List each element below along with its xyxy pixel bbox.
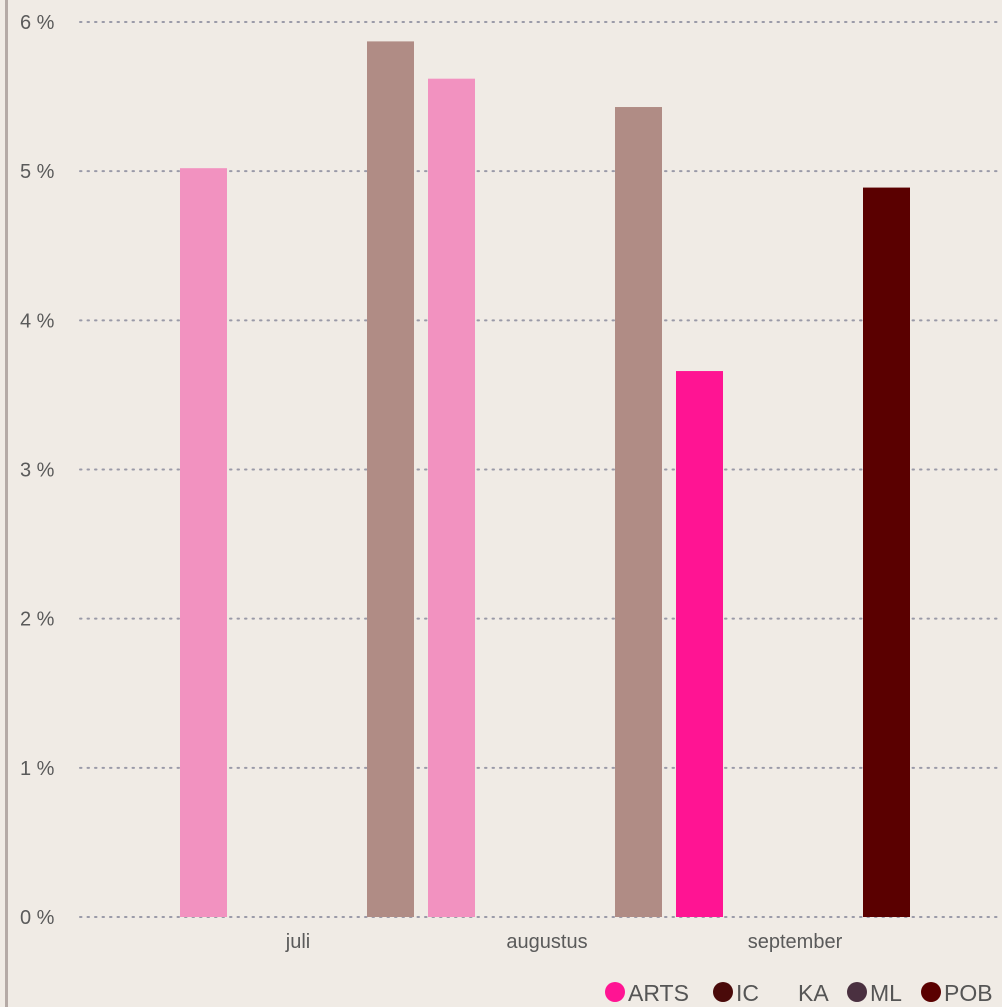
bar-ka-juli[interactable] [367,41,414,918]
bar-pob-september[interactable] [863,187,910,917]
y-tick-label: 2 % [20,609,55,631]
y-tick-label: 3 % [20,460,55,482]
y-tick-label: 1 % [20,758,55,780]
x-axis-categories: juli augustus september [285,931,843,953]
legend-label: KA [798,980,829,1006]
x-category-label: augustus [506,931,587,953]
y-tick-label: 5 % [20,161,55,183]
legend-item-pob[interactable]: POB [921,980,993,1006]
legend-item-arts[interactable]: ARTS [605,980,689,1006]
y-tick-label: 0 % [20,907,55,929]
bar-ka-augustus[interactable] [615,107,662,917]
legend-label: POB [944,980,993,1006]
legend[interactable]: ARTS IC KA ML POB [605,980,993,1006]
bar-arts-augustus[interactable] [428,78,475,917]
legend-label: ML [870,980,902,1006]
x-category-label: juli [285,931,310,953]
bar-arts-juli[interactable] [180,168,227,917]
legend-marker [605,982,625,1002]
legend-marker [921,982,941,1002]
legend-item-ic[interactable]: IC [713,980,759,1006]
x-category-label: september [748,931,843,953]
legend-marker [847,982,867,1002]
legend-label: ARTS [628,980,689,1006]
y-axis-ticks: 0 % 1 % 2 % 3 % 4 % 5 % 6 % [20,12,55,929]
y-tick-label: 6 % [20,12,55,34]
y-tick-label: 4 % [20,310,55,332]
legend-item-ka[interactable]: KA [798,980,829,1006]
grid-lines [79,21,1001,918]
bar-arts-september[interactable] [676,371,723,917]
legend-marker [713,982,733,1002]
legend-label: IC [736,980,759,1006]
left-border [5,0,8,1007]
bars [180,41,910,918]
legend-item-ml[interactable]: ML [847,980,902,1006]
